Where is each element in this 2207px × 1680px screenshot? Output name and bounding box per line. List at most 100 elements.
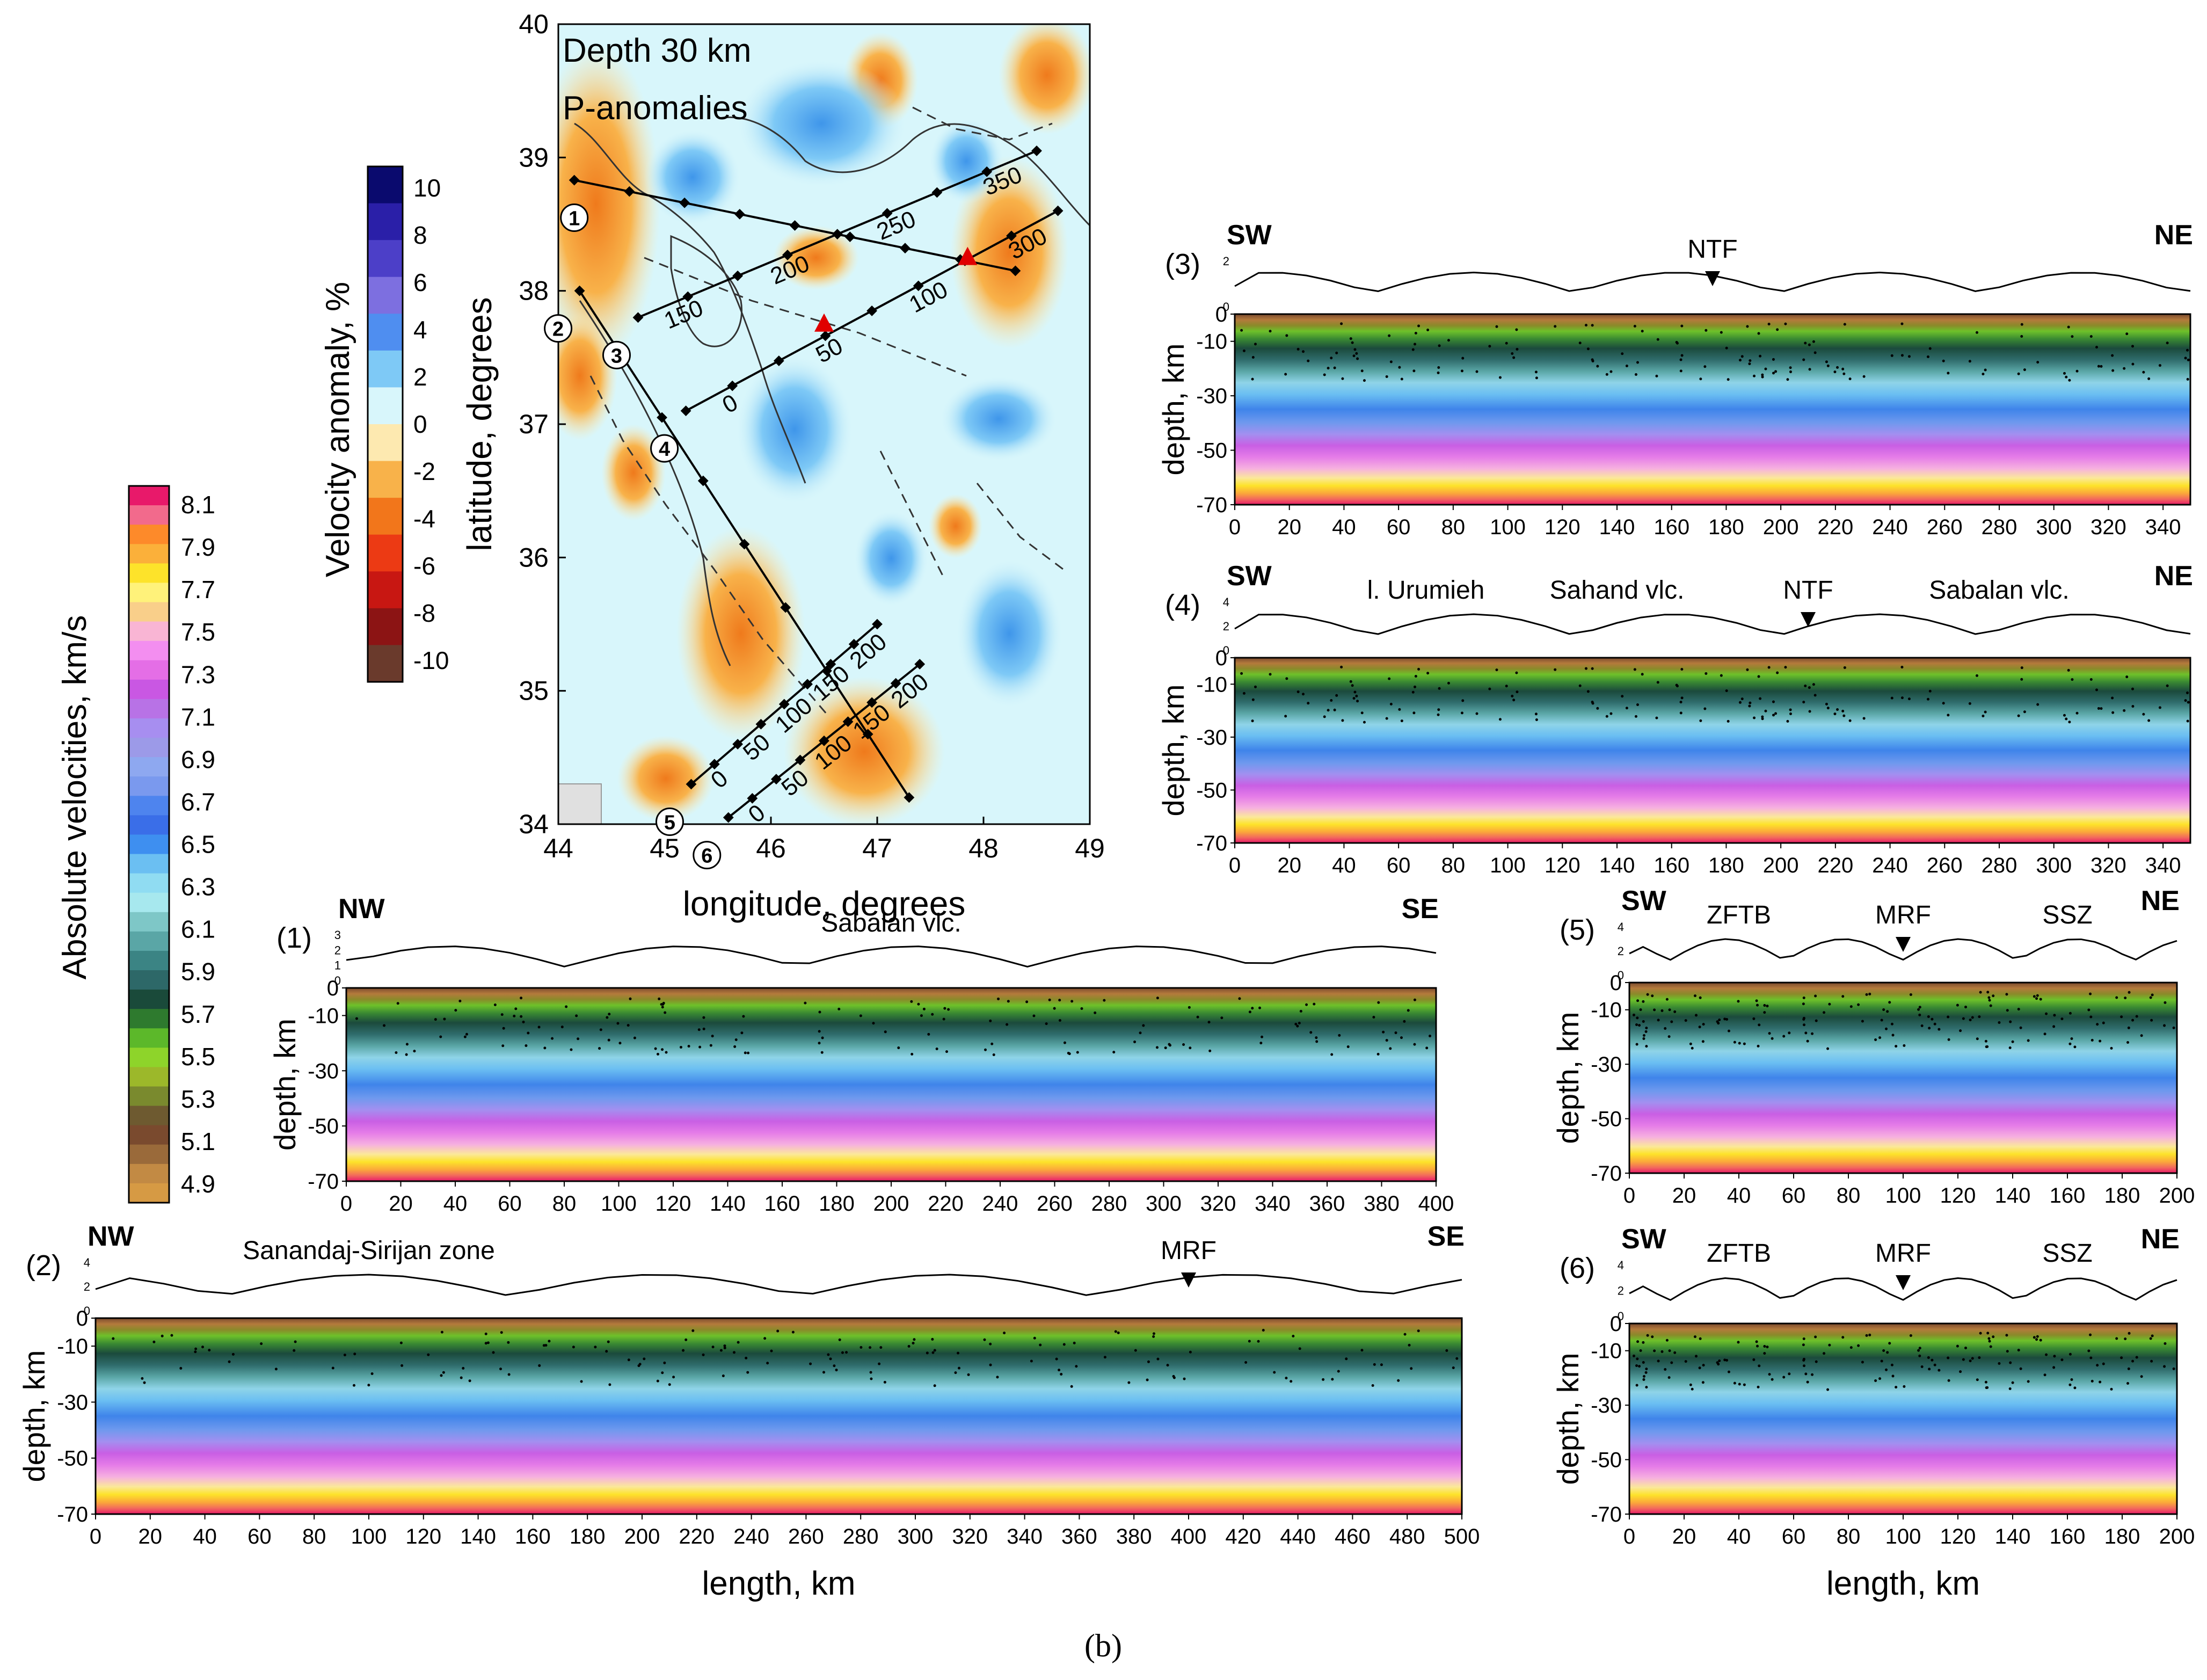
profile-marker [682,291,694,302]
earthquake-dot [2089,1356,2093,1359]
earthquake-dot [1417,667,1421,671]
earthquake-dot [1689,1042,1692,1045]
earthquake-dot [1460,711,1463,715]
earthquake-dot [1956,1344,1959,1348]
earthquake-dot [1298,1347,1301,1350]
earthquake-dot [1772,372,1775,375]
earthquake-dot [1849,1346,1853,1349]
earthquake-dot [872,1022,875,1025]
fault-marker-icon [1181,1272,1196,1288]
earthquake-dot [1351,684,1354,687]
earthquake-dot [551,1037,554,1040]
earthquake-dot [1998,1362,2001,1365]
earthquake-dot [500,1331,503,1334]
volcano-icon [814,313,834,332]
earthquake-dot [878,1362,881,1365]
earthquake-dot [141,1377,144,1380]
earthquake-dot [484,1342,487,1345]
earthquake-dot [1806,1039,1809,1043]
earthquake-dot [770,1349,773,1352]
earthquake-dot [633,1036,636,1039]
earthquake-dot [1763,1004,1766,1007]
velocity-colorbar-swatch [129,950,169,971]
earthquake-dot [1437,366,1440,369]
earthquake-dot [1635,1043,1638,1046]
profile-number-marker [544,314,573,343]
length-tick-label: 100 [1490,854,1526,877]
length-tick-label: 0 [1229,515,1241,539]
earthquake-dot [1445,1349,1448,1352]
earthquake-dot [1642,1034,1645,1037]
profile-marker [697,475,709,486]
length-tick-label: 180 [1708,854,1744,877]
earthquake-dot [1080,1007,1083,1010]
earthquake-dot [1414,343,1417,346]
section-feature-label: NTF [1687,235,1737,264]
earthquake-dot [1330,357,1333,360]
profile-marker [780,602,791,613]
earthquake-dot [1833,712,1837,716]
earthquake-dot [1323,373,1326,376]
earthquake-dot [2126,1382,2130,1385]
length-tick-label: 60 [1782,1184,1806,1208]
topo-tick: 0 [1223,300,1229,314]
profile-marker [771,774,782,785]
earthquake-dot [1377,1001,1380,1004]
earthquake-dot [500,1013,504,1016]
map-x-tick-label: 49 [1075,833,1105,863]
earthquake-dot [697,1028,701,1031]
earthquake-dot [1400,719,1403,723]
earthquake-dot [2017,1349,2020,1352]
earthquake-dot [1667,1035,1671,1038]
velocity-colorbar-label: Absolute velocities, km/s [56,615,93,980]
length-tick-label: 380 [1116,1525,1152,1548]
depth-tick-label: -10 [308,1004,339,1028]
earthquake-dot [1651,1335,1654,1339]
earthquake-dot [933,1384,936,1387]
earthquake-dot [1900,696,1904,700]
earthquake-dot [1976,1378,1979,1381]
earthquake-dot [1962,1358,1965,1361]
earthquake-dot [1694,1014,1698,1017]
anomaly-colorbar-swatch [368,534,403,572]
earthquake-dot [837,1007,841,1010]
profile-marker [679,197,690,208]
earthquake-dot [827,1353,830,1356]
earthquake-dot [1680,354,1684,357]
earthquake-dot [1774,370,1778,373]
topo-tick: 0 [1223,644,1229,657]
earthquake-dot [1327,367,1330,370]
anomaly-colorbar-swatch [368,645,403,682]
length-tick-label: 240 [1872,515,1908,539]
depth-tick-label: -30 [308,1059,339,1083]
length-tick-label: 20 [389,1192,413,1216]
length-tick-label: 200 [624,1525,660,1548]
earthquake-dot [1033,1336,1036,1340]
earthquake-dot [434,1018,437,1021]
anomaly-colorbar-tick: 0 [413,410,427,438]
length-tick-label: 20 [1672,1525,1696,1548]
section-feature-label: ZFTB [1707,1239,1771,1268]
earthquake-dot [1340,665,1343,668]
earthquake-dot [1134,1349,1137,1352]
earthquake-dot [2009,1361,2012,1364]
earthquake-dot [1380,1363,1383,1366]
earthquake-dot [989,1019,992,1022]
earthquake-dot [658,997,661,1000]
earthquake-dot [809,1362,812,1365]
section-right-direction: SE [1427,1221,1465,1252]
earthquake-dot [462,1366,465,1370]
earthquake-dot [1183,1377,1186,1380]
earthquake-dot [1743,1383,1746,1386]
earthquake-dot [1752,1358,1756,1361]
earthquake-dot [1813,351,1817,354]
earthquake-dot [1698,1026,1701,1029]
earthquake-dot [1917,1349,1920,1352]
map-x-ticks: 44 45 46 47 48 49 [543,817,1105,863]
earthquake-dot [1702,1364,1705,1367]
earthquake-dot [2131,1359,2135,1363]
velocity-colorbar-swatch [129,699,169,719]
earthquake-dot [1220,1016,1223,1020]
earthquake-dot [575,1014,578,1017]
earthquake-dot [1605,373,1608,376]
